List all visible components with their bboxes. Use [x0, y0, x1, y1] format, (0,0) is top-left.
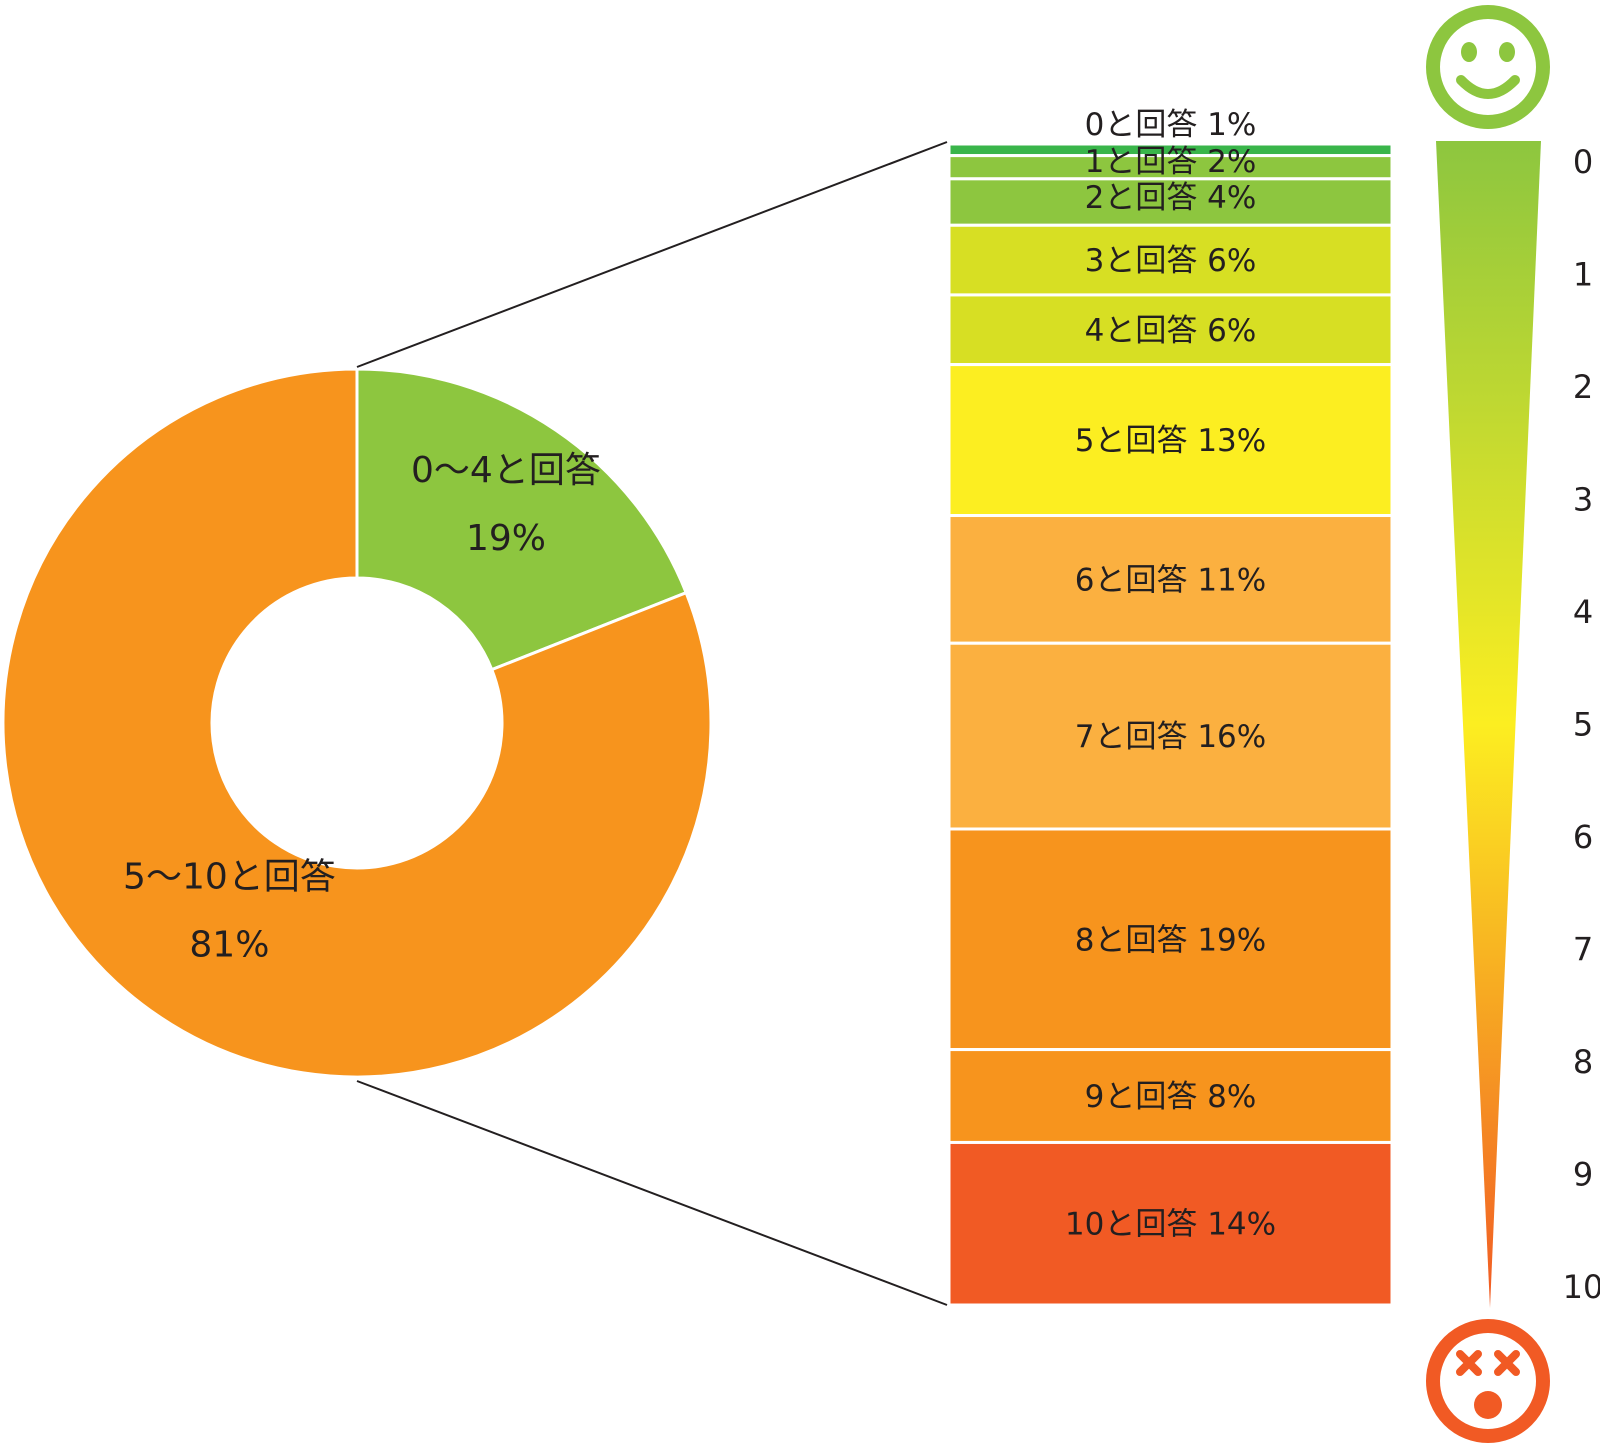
donut-slice: [1, 367, 713, 1079]
bar-segment: [947, 1140, 1394, 1307]
dizzy-face-icon: [1426, 1319, 1550, 1443]
scale-tick-label: 6: [1573, 818, 1593, 856]
scale-tick-label: 4: [1573, 593, 1593, 631]
bar-segment-label: 9と回答 8%: [1085, 1079, 1257, 1115]
scale-tick-label: 1: [1573, 256, 1593, 294]
bar-segment-label: 0と回答 1%: [1085, 107, 1257, 143]
donut-slice-value: 19%: [466, 518, 546, 559]
connector-lines: [356, 141, 948, 1306]
donut-slice-label: 0〜4と回答: [411, 450, 601, 491]
scale-tick-label: 5: [1573, 706, 1593, 744]
rating-scale: 0 1 2 3 4 5 6 7 8 9 10: [1426, 5, 1600, 1443]
bar-segment: [947, 177, 1394, 227]
scale-tick-label: 2: [1573, 368, 1593, 406]
donut-slice-value: 81%: [189, 925, 269, 966]
bar-segment: [947, 827, 1394, 1052]
donut-slice: [355, 367, 689, 672]
bar-segment-label: 1と回答 2%: [1085, 144, 1257, 180]
gradient-scale-wedge: [1436, 141, 1541, 1308]
bar-segment-label: 3と回答 6%: [1085, 243, 1257, 279]
connector-line-bottom: [356, 1080, 948, 1306]
scale-tick-label: 3: [1573, 481, 1593, 519]
scale-tick-label: 0: [1573, 143, 1593, 181]
bar-segment: [947, 641, 1394, 831]
scale-tick-label: 7: [1573, 931, 1593, 969]
scale-tick-label: 10: [1563, 1268, 1600, 1306]
donut-slice-label: 5〜10と回答: [123, 857, 336, 898]
bar-segment: [947, 1048, 1394, 1144]
scale-tick-label: 8: [1573, 1043, 1593, 1081]
bar-segment-label: 7と回答 16%: [1075, 719, 1266, 755]
donut-chart: 0〜4と回答 19% 5〜10と回答 81%: [1, 367, 713, 1079]
bar-segment-label: 4と回答 6%: [1085, 313, 1257, 349]
bar-segment: [947, 223, 1394, 297]
bar-segment: [947, 514, 1394, 645]
bar-segment-label: 6と回答 11%: [1075, 562, 1266, 598]
bar-segment: [947, 363, 1394, 518]
bar-segment-label: 8と回答 19%: [1075, 922, 1266, 958]
bar-segment: [947, 293, 1394, 367]
stacked-bar-chart: 0と回答 1%1と回答 2%2と回答 4% 3と回答 6% 4と回答 6% 5と回答 …: [947, 107, 1394, 1307]
bar-segment-label: 5と回答 13%: [1075, 423, 1266, 459]
bar-segment-label: 10と回答 14%: [1065, 1207, 1276, 1243]
scale-tick-label: 9: [1573, 1156, 1593, 1194]
bar-segment-label: 2と回答 4%: [1085, 180, 1257, 216]
smiley-face-icon: [1426, 5, 1550, 129]
connector-line-top: [356, 141, 948, 368]
